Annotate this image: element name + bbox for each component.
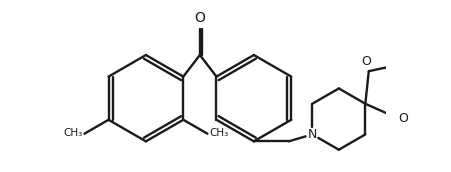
Text: CH₃: CH₃ [63, 128, 82, 138]
Text: O: O [360, 55, 370, 68]
Text: O: O [398, 112, 408, 125]
Text: O: O [194, 11, 205, 25]
Text: N: N [307, 128, 316, 141]
Text: CH₃: CH₃ [209, 128, 228, 138]
